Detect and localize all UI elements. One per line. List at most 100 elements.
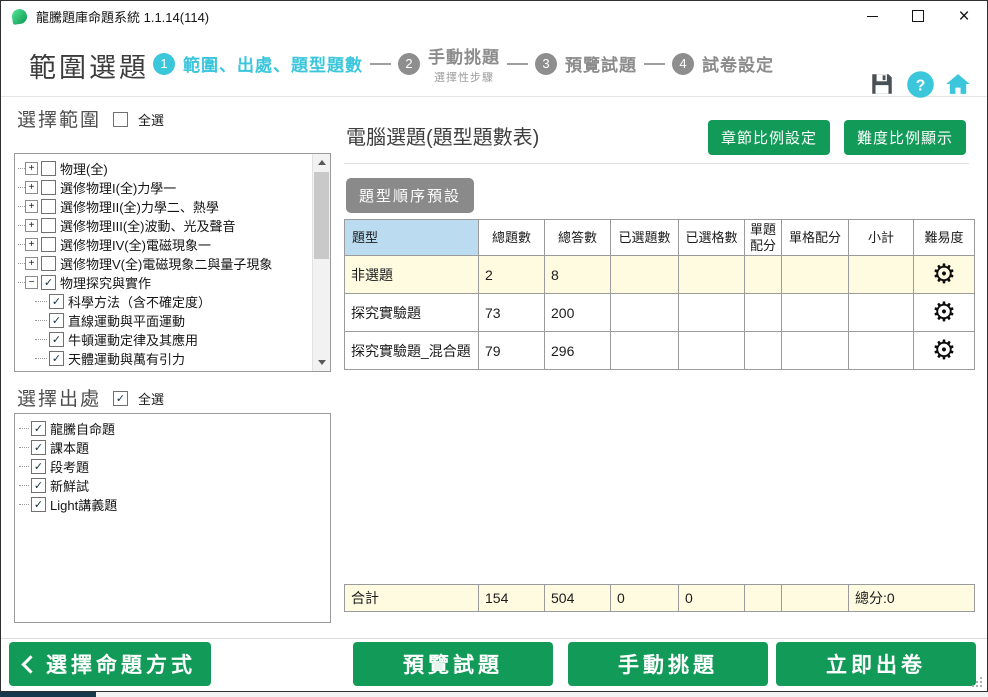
preview-button[interactable]: 預覽試題: [353, 642, 553, 686]
step-indicator: 1 範圍、出處、題型題數 2 手動挑題 選擇性步驟 3 預覽試題 4 試卷設定: [153, 31, 774, 96]
home-button[interactable]: [943, 69, 973, 99]
table-cell: [848, 331, 914, 371]
step-label: 預覽試題: [565, 56, 637, 75]
tree-checkbox[interactable]: ✓: [49, 332, 64, 347]
page-header: 範圍選題 1 範圍、出處、題型題數 2 手動挑題 選擇性步驟 3 預覽試題 4 試卷設定 ?: [1, 31, 987, 99]
totals-cell: 0: [678, 584, 745, 612]
difficulty-gear-icon[interactable]: ⚙: [931, 297, 957, 328]
tree-guide: [35, 301, 47, 302]
table-header-cell: 小計: [848, 218, 914, 257]
step-label-group: 手動挑題 選擇性步驟: [428, 43, 500, 85]
difficulty-cell: ⚙: [913, 331, 975, 371]
question-type-table: 題型 總題數 總答數 已選題數 已選格數 單題配分 單格配分 小計 難易度 非選題 2 8 ⚙ 探究實驗題…: [344, 218, 975, 371]
tree-checkbox[interactable]: ✓: [49, 351, 64, 366]
tree-item-label: 選修物理II(全)力學二、熱學: [60, 200, 219, 215]
source-section-title: 選擇出處: [17, 389, 102, 410]
help-button[interactable]: ?: [905, 69, 935, 99]
table-header-cell: 總答數: [544, 218, 611, 257]
scroll-thumb[interactable]: [314, 172, 329, 259]
totals-subtotal-cell: 總分:0: [848, 584, 975, 612]
table-cell: 296: [544, 331, 611, 371]
tree-expander[interactable]: +: [25, 219, 38, 232]
totals-table: 合計 154 504 0 0 總分:0: [344, 584, 975, 612]
item-checkbox[interactable]: ✓: [31, 421, 46, 436]
tree-item-label: 直線運動與平面運動: [68, 314, 186, 329]
save-button[interactable]: [867, 69, 897, 99]
difficulty-cell: ⚙: [913, 293, 975, 333]
desktop-edge: [0, 692, 988, 697]
back-button[interactable]: 選擇命題方式: [9, 642, 211, 686]
step-circle: 4: [672, 52, 694, 75]
tree-checkbox[interactable]: ✓: [49, 294, 64, 309]
tree-guide: [18, 282, 25, 283]
scrollbar[interactable]: [312, 154, 330, 371]
manual-pick-button-label: 手動挑題: [618, 654, 718, 677]
tree-guide: [18, 187, 25, 188]
chapter-ratio-button[interactable]: 章節比例設定: [707, 120, 830, 155]
source-select-all: ✓ 全選: [113, 389, 164, 408]
tree-item: − ✓ 物理探究與實作: [15, 273, 313, 292]
manual-pick-button[interactable]: 手動挑題: [568, 642, 768, 686]
tree-expander[interactable]: +: [25, 257, 38, 270]
step-circle: 2: [398, 52, 420, 75]
generate-button[interactable]: 立即出卷: [776, 642, 976, 686]
minimize-button[interactable]: [849, 1, 895, 31]
scope-select-all-checkbox[interactable]: [113, 112, 128, 127]
list-item: ✓ 課本題: [15, 438, 330, 457]
tree-item-label: 選修物理III(全)波動、光及聲音: [60, 219, 236, 234]
source-select-all-label: 全選: [138, 392, 165, 407]
table-cell: [744, 331, 782, 371]
totals-cell: [781, 584, 849, 612]
tree-item: + 選修物理I(全)力學一: [15, 178, 313, 197]
list-item: ✓ 段考題: [15, 457, 330, 476]
tree-checkbox[interactable]: [41, 256, 56, 271]
difficulty-gear-icon[interactable]: ⚙: [931, 335, 957, 366]
tree-expander[interactable]: +: [25, 200, 38, 213]
tree-checkbox[interactable]: [41, 237, 56, 252]
bottom-divider: [1, 638, 987, 639]
tree-guide: [18, 263, 25, 264]
help-icon: ?: [906, 70, 934, 98]
tree-checkbox[interactable]: [41, 161, 56, 176]
totals-cell: 154: [478, 584, 545, 612]
totals-cell: 0: [610, 584, 679, 612]
tree-expander[interactable]: +: [25, 181, 38, 194]
difficulty-gear-icon[interactable]: ⚙: [931, 259, 957, 290]
table-header-cell: 已選格數: [678, 218, 745, 257]
difficulty-cell: ⚙: [913, 255, 975, 295]
tree-checkbox[interactable]: [41, 218, 56, 233]
step-item-3: 3 預覽試題: [535, 51, 637, 76]
step-item-4: 4 試卷設定: [672, 51, 774, 76]
source-list-box: ✓ 龍騰自命題 ✓ 課本題 ✓ 段考題 ✓ 新鮮試 ✓ Light講義題: [14, 413, 331, 623]
resize-grip[interactable]: [970, 675, 982, 687]
question-order-chip[interactable]: 題型順序預設: [346, 178, 475, 213]
list-guide: [19, 504, 29, 505]
item-label: 新鮮試: [50, 479, 90, 494]
list-guide: [19, 485, 29, 486]
table-cell: [781, 331, 849, 371]
item-checkbox[interactable]: ✓: [31, 440, 46, 455]
scroll-up-button[interactable]: [313, 154, 330, 171]
main-panel-title: 電腦選題(題型題數表): [346, 127, 540, 149]
item-checkbox[interactable]: ✓: [31, 459, 46, 474]
tree-expander[interactable]: +: [25, 162, 38, 175]
tree-item-label: 選修物理IV(全)電磁現象一: [60, 238, 211, 253]
difficulty-ratio-button[interactable]: 難度比例顯示: [843, 120, 966, 155]
item-checkbox[interactable]: ✓: [31, 478, 46, 493]
tree-checkbox[interactable]: [41, 199, 56, 214]
table-cell: [678, 255, 745, 295]
close-button[interactable]: ×: [941, 1, 987, 31]
scope-tree: + 物理(全) + 選修物理I(全)力學一 + 選修物理II(全)力學二、熱學 + 選修物理I…: [15, 154, 313, 371]
source-select-all-checkbox[interactable]: ✓: [113, 391, 128, 406]
tree-expander[interactable]: −: [25, 276, 38, 289]
tree-item: + 物理(全): [15, 159, 313, 178]
tree-checkbox[interactable]: ✓: [49, 313, 64, 328]
scroll-down-button[interactable]: [313, 354, 330, 371]
maximize-button[interactable]: [895, 1, 941, 31]
tree-expander[interactable]: +: [25, 238, 38, 251]
item-checkbox[interactable]: ✓: [31, 497, 46, 512]
tree-checkbox[interactable]: ✓: [41, 275, 56, 290]
table-cell: 8: [544, 255, 611, 295]
tree-checkbox[interactable]: [41, 180, 56, 195]
item-label: 課本題: [50, 441, 90, 456]
